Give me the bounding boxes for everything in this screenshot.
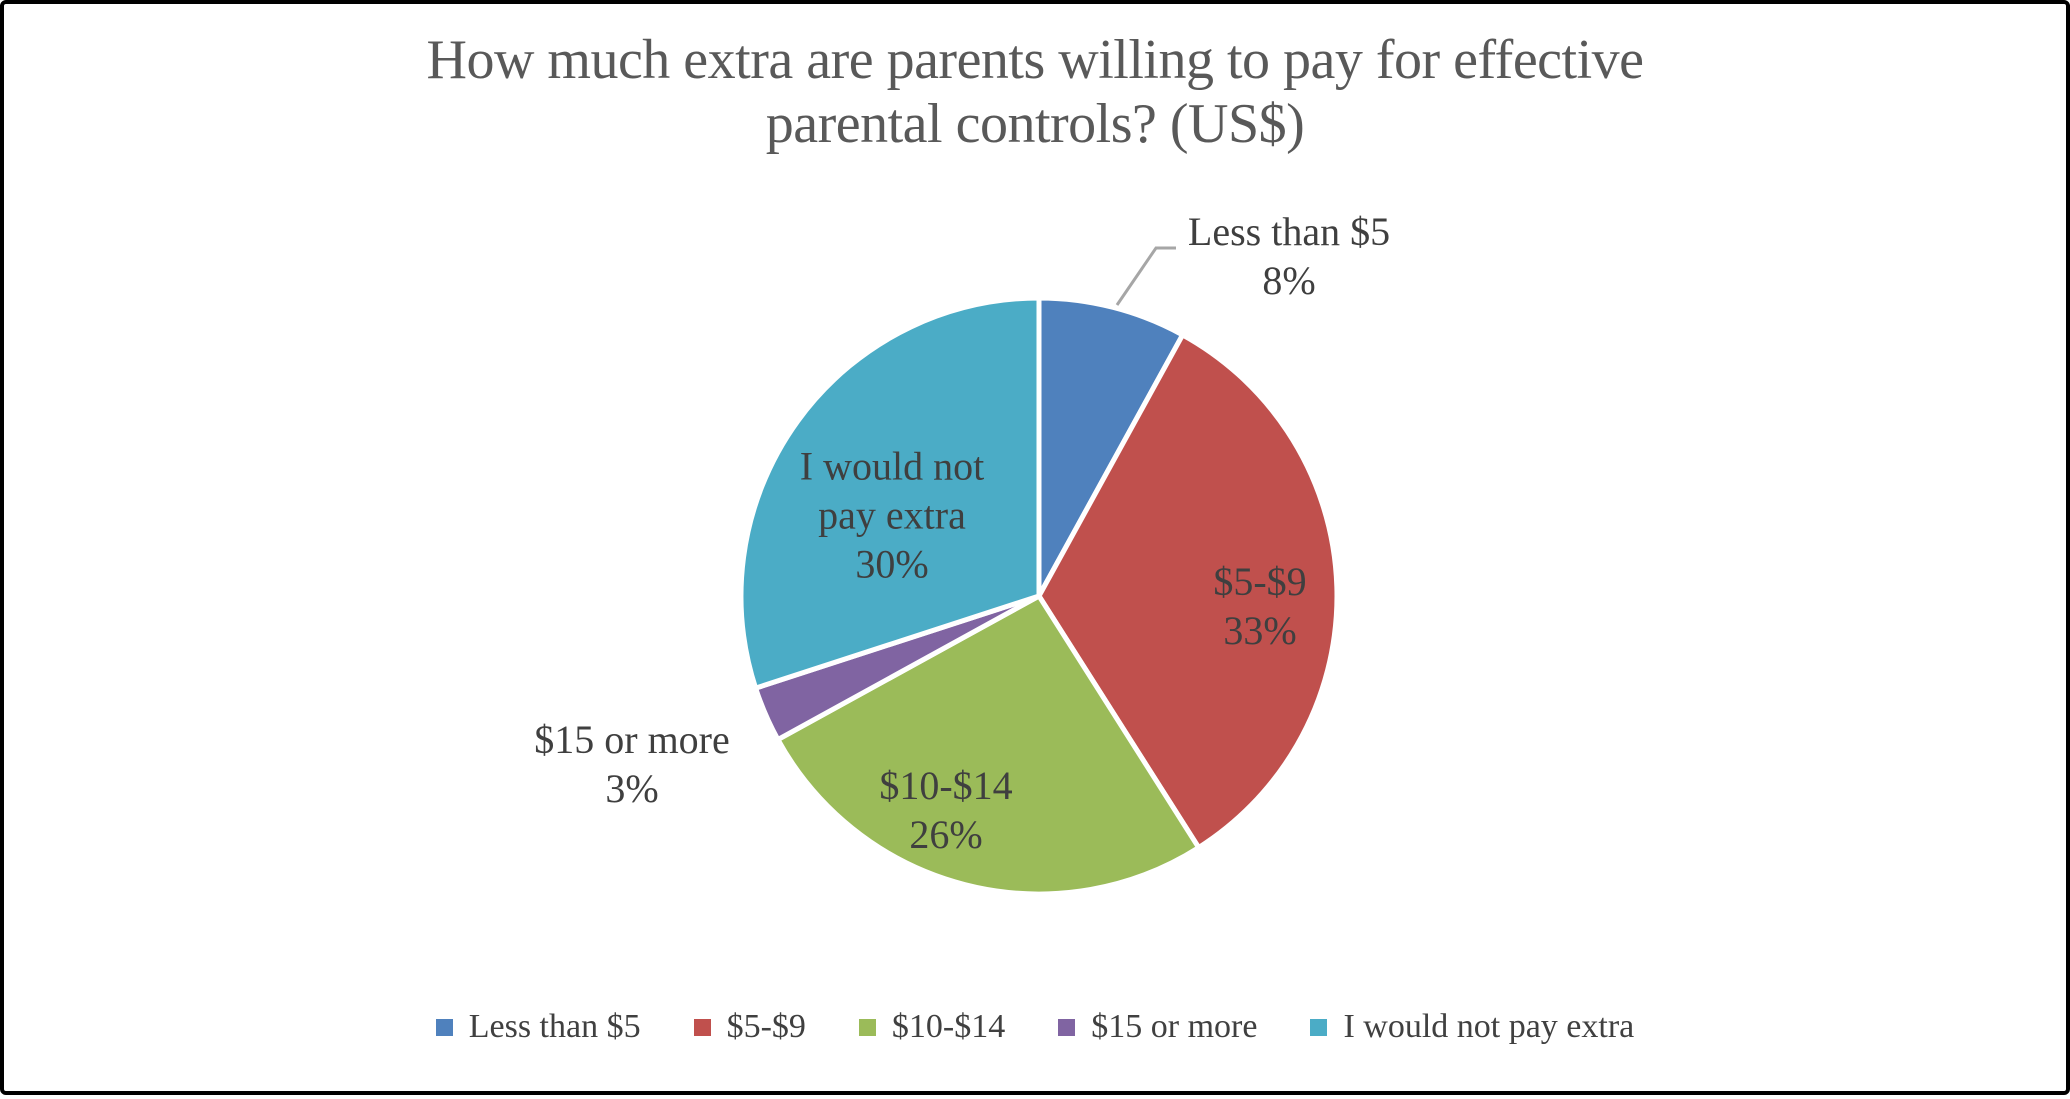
chart-title-line1: How much extra are parents willing to pa… xyxy=(426,29,1645,91)
data-label-i-would-not-pay-extra: I would not pay extra 30% xyxy=(780,442,1005,589)
data-label-5-9: $5-$9 33% xyxy=(1213,557,1306,655)
chart-title-line2: parental controls? (US$) xyxy=(765,93,1305,155)
pie-slice-10-14 xyxy=(775,593,1202,897)
legend-item-10-14: $10-$14 xyxy=(858,1008,1006,1046)
data-label-15-or-more: $15 or more 3% xyxy=(534,715,730,813)
legend: Less than $5 $5-$9 $10-$14 $15 or more I wou… xyxy=(4,1008,2066,1046)
legend-swatch-icon xyxy=(858,1018,876,1036)
data-label-less-than-5: Less than $5 8% xyxy=(1188,207,1390,305)
data-label-percent: 3% xyxy=(605,766,659,811)
data-label-percent: 8% xyxy=(1262,258,1316,303)
legend-item-less-than-5: Less than $5 xyxy=(435,1008,641,1046)
legend-item-15-or-more: $15 or more xyxy=(1058,1008,1257,1046)
pie-slice-less-than-5 xyxy=(1036,295,1186,599)
leader-line-less-than-5 xyxy=(1115,246,1176,306)
legend-label: $15 or more xyxy=(1091,1008,1258,1045)
data-label-category: Less than $5 xyxy=(1187,209,1391,254)
data-label-10-14: $10-$14 26% xyxy=(879,761,1012,859)
legend-swatch-icon xyxy=(435,1018,453,1036)
data-label-category: $15 or more xyxy=(534,717,730,762)
legend-swatch-icon xyxy=(1310,1018,1328,1036)
data-label-percent: 33% xyxy=(1223,608,1297,653)
legend-item-i-would-not-pay-extra: I would not pay extra xyxy=(1310,1008,1634,1046)
pie-slice-i-would-not-pay-extra xyxy=(738,295,1042,691)
pie-chart-svg xyxy=(738,246,1340,897)
data-label-category: $10-$14 xyxy=(879,763,1013,808)
legend-swatch-icon xyxy=(1058,1018,1076,1036)
data-label-percent: 26% xyxy=(909,812,983,857)
legend-label: I would not pay extra xyxy=(1343,1008,1635,1045)
pie-slice-5-9 xyxy=(1036,332,1340,851)
chart-title: How much extra are parents willing to pa… xyxy=(4,28,2066,156)
legend-label: $5-$9 xyxy=(726,1008,806,1045)
legend-label: Less than $5 xyxy=(468,1008,641,1045)
legend-label: $10-$14 xyxy=(891,1008,1006,1045)
legend-swatch-icon xyxy=(693,1018,711,1036)
data-label-category: I would not pay extra xyxy=(799,443,985,538)
legend-item-5-9: $5-$9 xyxy=(693,1008,806,1046)
data-label-percent: 30% xyxy=(855,541,929,587)
data-label-category: $5-$9 xyxy=(1213,559,1307,604)
